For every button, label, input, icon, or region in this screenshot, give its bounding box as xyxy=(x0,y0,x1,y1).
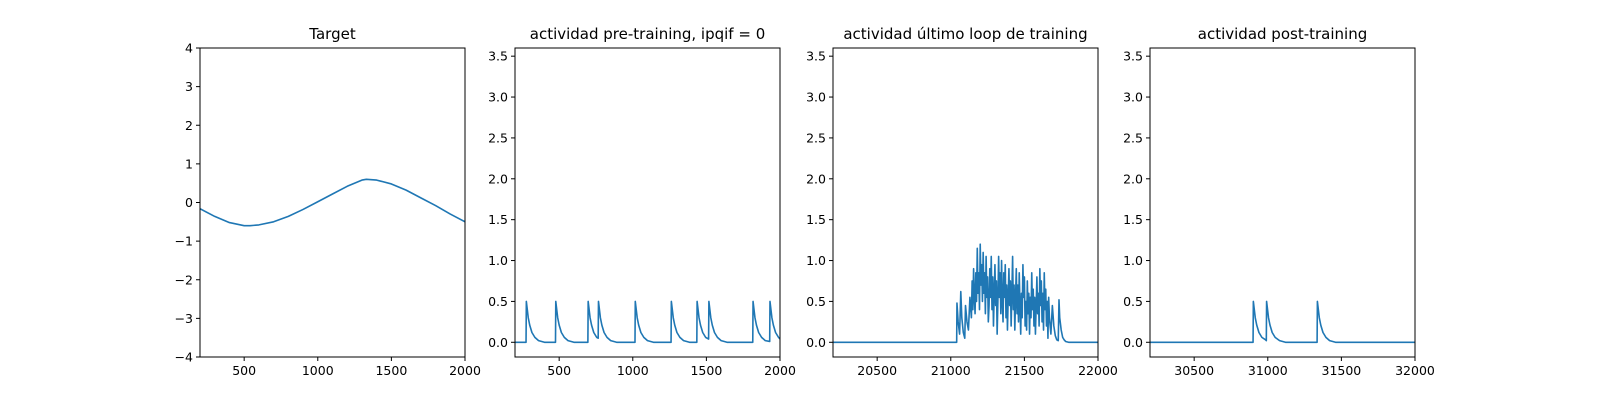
y-tick-label: −4 xyxy=(175,350,193,365)
subplot-3: actividad último loop de training 20500 21… xyxy=(806,25,1118,378)
y-tick-label: 1.0 xyxy=(806,253,826,268)
plot-frame xyxy=(832,47,1099,358)
subplot-title: actividad pre-training, ipqif = 0 xyxy=(530,25,766,43)
plot-frame xyxy=(199,47,466,358)
x-tick-label: 20500 xyxy=(857,363,897,378)
x-tick-label: 1000 xyxy=(302,363,334,378)
series-line-1-1 xyxy=(200,178,465,227)
y-tick-label: 1 xyxy=(185,156,193,171)
x-tick-label: 22000 xyxy=(1078,363,1118,378)
subplot-title: Target xyxy=(308,25,356,43)
subplot-2: actividad pre-training, ipqif = 0 500 1000… xyxy=(488,25,796,378)
x-tick-label: 31000 xyxy=(1248,363,1288,378)
y-tick-label: 0.5 xyxy=(1123,294,1143,309)
subplot-title: actividad post-training xyxy=(1198,25,1367,43)
y-tick-label: 2.5 xyxy=(488,130,508,145)
y-tick-label: 0.5 xyxy=(806,294,826,309)
series-line-2-1 xyxy=(515,300,780,344)
subplot-1: Target 500 1000 1500 2000 −4 −3 −2 −1 0 1 2 3 4 xyxy=(175,25,481,378)
y-tick-label: 1.5 xyxy=(806,212,826,227)
y-tick-label: 3 xyxy=(185,79,193,94)
y-tick-label: 0.5 xyxy=(488,294,508,309)
y-tick-label: 0.0 xyxy=(806,335,826,350)
y-tick-label: 2.0 xyxy=(1123,171,1143,186)
x-tick-label: 21500 xyxy=(1005,363,1045,378)
x-tick-label: 500 xyxy=(547,363,571,378)
y-tick-label: 2 xyxy=(185,118,193,133)
y-tick-label: −1 xyxy=(175,234,193,249)
y-tick-label: 2.0 xyxy=(488,171,508,186)
y-tick-label: 0.0 xyxy=(488,335,508,350)
y-tick-label: 3.5 xyxy=(1123,49,1143,64)
y-tick-label: 1.5 xyxy=(1123,212,1143,227)
y-tick-label: 3.0 xyxy=(806,90,826,105)
y-tick-label: 2.5 xyxy=(1123,130,1143,145)
x-tick-label: 21000 xyxy=(931,363,971,378)
y-tick-label: 0.0 xyxy=(1123,335,1143,350)
y-tick-label: −2 xyxy=(175,272,193,287)
y-tick-label: −3 xyxy=(175,311,193,326)
plot-frame xyxy=(1149,47,1416,358)
y-tick-label: 3.0 xyxy=(488,90,508,105)
subplot-4: actividad post-training 30500 31000 31500 32… xyxy=(1123,25,1435,378)
x-tick-label: 1500 xyxy=(690,363,722,378)
y-tick-label: 2.5 xyxy=(806,130,826,145)
series-line-4-1 xyxy=(1150,300,1415,344)
x-tick-label: 30500 xyxy=(1174,363,1214,378)
x-tick-label: 1500 xyxy=(375,363,407,378)
y-tick-label: 1.0 xyxy=(1123,253,1143,268)
x-tick-label: 1000 xyxy=(617,363,649,378)
x-tick-label: 32000 xyxy=(1395,363,1435,378)
subplot-title: actividad último loop de training xyxy=(843,25,1087,43)
y-tick-label: 3.0 xyxy=(1123,90,1143,105)
y-tick-label: 1.5 xyxy=(488,212,508,227)
y-tick-label: 2.0 xyxy=(806,171,826,186)
y-tick-label: 3.5 xyxy=(488,49,508,64)
x-tick-label: 2000 xyxy=(449,363,481,378)
y-tick-label: 1.0 xyxy=(488,253,508,268)
plot-frame xyxy=(514,47,781,358)
y-tick-label: 3.5 xyxy=(806,49,826,64)
x-tick-label: 500 xyxy=(232,363,256,378)
y-tick-label: 0 xyxy=(185,195,193,210)
series-line-3-1 xyxy=(833,243,1098,344)
x-tick-label: 31500 xyxy=(1322,363,1362,378)
y-tick-label: 4 xyxy=(185,41,193,56)
x-tick-label: 2000 xyxy=(764,363,796,378)
